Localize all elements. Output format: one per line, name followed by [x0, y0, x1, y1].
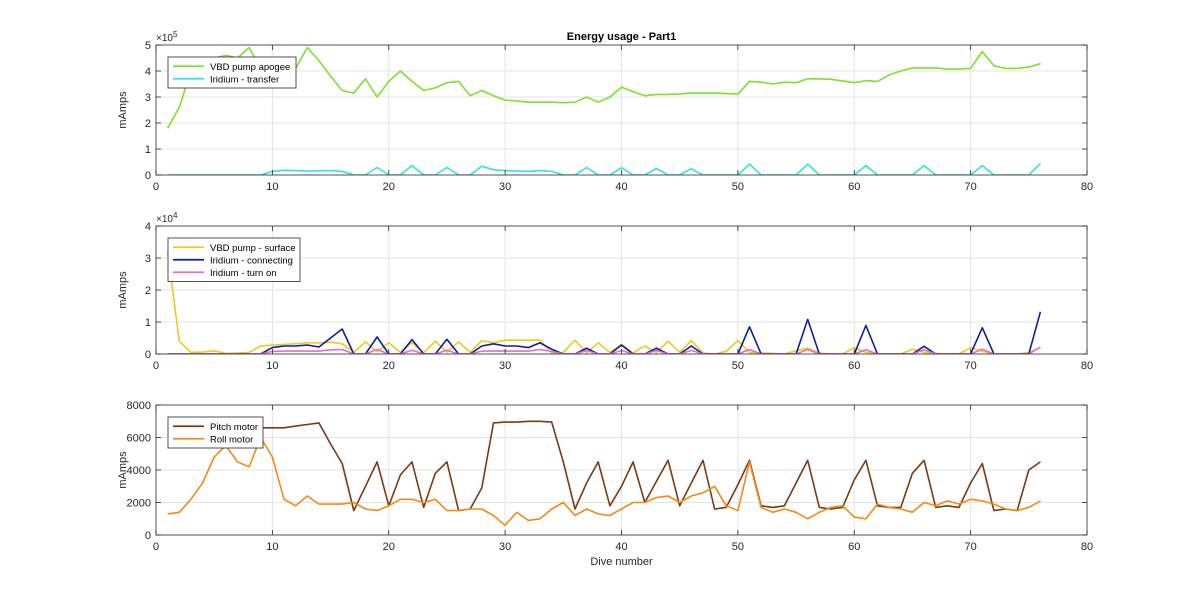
- y-tick-label: 2000: [127, 498, 151, 510]
- series-line-iridium-connecting: [167, 311, 1042, 354]
- x-tick-label: 30: [499, 541, 511, 553]
- series-group: [166, 251, 1042, 354]
- x-tick-label: 80: [1081, 541, 1093, 553]
- legend-entry: Roll motor: [210, 434, 253, 445]
- x-tick-label: 0: [153, 541, 159, 553]
- x-tick-label: 10: [266, 360, 278, 372]
- x-tick-label: 10: [266, 181, 278, 193]
- x-tick-label: 70: [965, 541, 977, 553]
- series-line-vbd-pump-apogee: [166, 46, 1041, 129]
- x-tick-label: 20: [383, 360, 395, 372]
- y-exponent-power: 5: [173, 30, 178, 39]
- legend-entry: Iridium - turn on: [210, 268, 277, 279]
- series-group: [167, 420, 1041, 527]
- y-tick-label: 6000: [127, 433, 151, 445]
- legend-box: [167, 56, 297, 89]
- y-tick-label: 1: [145, 317, 151, 329]
- x-tick-label: 60: [848, 360, 860, 372]
- legend-entry: Iridium - transfer: [210, 74, 279, 85]
- x-tick-label: 50: [732, 360, 744, 372]
- y-tick-label: 0: [145, 530, 151, 542]
- legend-entry: Iridium - connecting: [210, 255, 293, 266]
- y-exponent-power: 4: [173, 211, 178, 220]
- x-tick-label: 50: [732, 181, 744, 193]
- y-tick-label: 0: [145, 349, 151, 361]
- y-tick-label: 2: [145, 285, 151, 297]
- x-tick-label: 30: [499, 181, 511, 193]
- y-tick-label: 4: [145, 221, 151, 233]
- series-line-vbd-pump-surface: [166, 251, 1041, 354]
- x-tick-label: 20: [383, 541, 395, 553]
- y-exponent-label: ×104: [156, 211, 178, 225]
- y-tick-label: 8000: [127, 400, 151, 412]
- series-group: [166, 46, 1041, 175]
- x-tick-label: 0: [153, 181, 159, 193]
- y-exponent-label: ×105: [156, 30, 178, 44]
- series-line-iridium-transfer: [167, 163, 1041, 175]
- legend-entry: Pitch motor: [210, 422, 258, 433]
- x-tick-label: 40: [615, 181, 627, 193]
- x-tick-label: 40: [615, 541, 627, 553]
- x-tick-label: 30: [499, 360, 511, 372]
- subplot-3: 0 10 20 30 40 50 60 70 80 0 2000 4000 6000 8000 mAmps D…: [117, 400, 1093, 568]
- legend-entry: VBD pump - surface: [210, 243, 296, 254]
- x-tick-label: 70: [965, 181, 977, 193]
- y-tick-label: 4000: [127, 465, 151, 477]
- y-axis-label: mAmps: [117, 91, 129, 129]
- x-tick-label: 50: [732, 541, 744, 553]
- x-axis-label: Dive number: [590, 556, 653, 568]
- y-tick-label: 3: [145, 92, 151, 104]
- y-tick-label: 1: [145, 144, 151, 156]
- x-tick-label: 10: [266, 541, 278, 553]
- legend-entry: VBD pump apogee: [210, 62, 290, 73]
- x-tick-label: 20: [383, 181, 395, 193]
- x-tick-label: 40: [615, 360, 627, 372]
- y-axis-label: mAmps: [117, 271, 129, 309]
- y-axis-label: mAmps: [117, 451, 129, 489]
- y-tick-label: 4: [145, 66, 151, 78]
- y-tick-label: 5: [145, 40, 151, 52]
- x-tick-label: 60: [848, 541, 860, 553]
- series-line-iridium-turn-on: [167, 346, 1041, 354]
- chart-title: Energy usage - Part1: [567, 31, 676, 43]
- x-tick-label: 60: [848, 181, 860, 193]
- legend-box: [167, 416, 264, 449]
- x-tick-label: 80: [1081, 181, 1093, 193]
- x-tick-label: 80: [1081, 360, 1093, 372]
- y-tick-label: 2: [145, 118, 151, 130]
- y-tick-label: 0: [145, 170, 151, 182]
- x-tick-label: 0: [153, 360, 159, 372]
- series-line-roll-motor: [167, 436, 1041, 527]
- y-tick-label: 3: [145, 253, 151, 265]
- x-tick-label: 70: [965, 360, 977, 372]
